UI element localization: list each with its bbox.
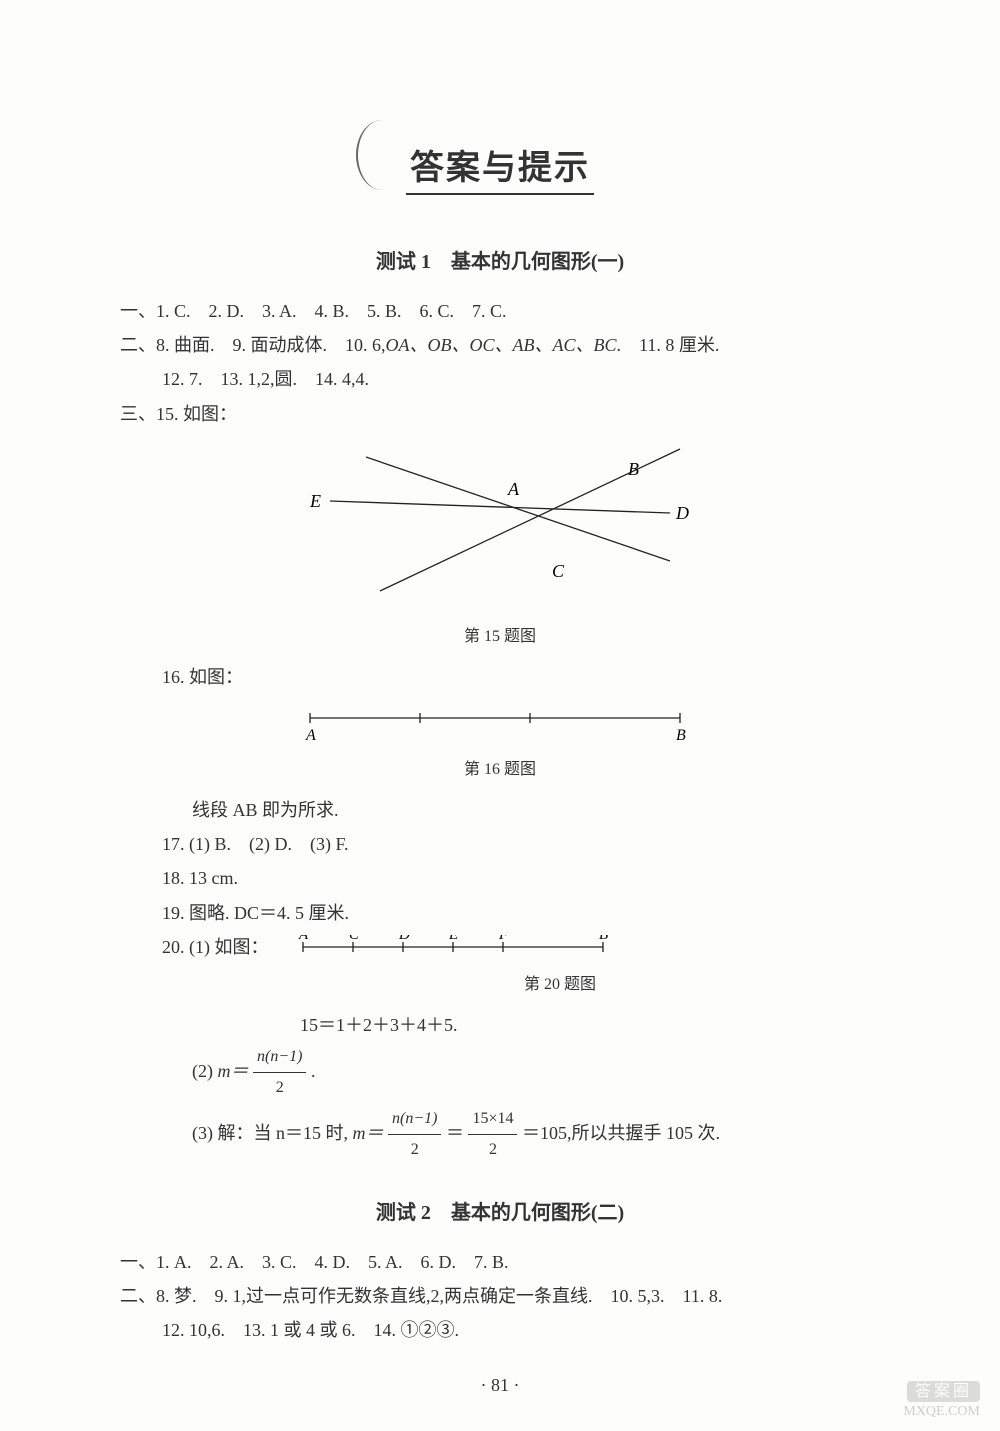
svg-text:E: E xyxy=(448,935,458,943)
t1-q19: 19. 图略. DC＝4. 5 厘米. xyxy=(120,896,880,930)
svg-text:B: B xyxy=(599,935,608,943)
q20-2-frac: n(n−1) 2 xyxy=(253,1042,306,1104)
svg-text:A: A xyxy=(305,727,316,744)
fig16: AB xyxy=(120,704,880,749)
q20-2-num: n(n−1) xyxy=(253,1042,306,1073)
t2-sec1: 一、1. A. 2. A. 3. C. 4. D. 5. A. 6. D. 7.… xyxy=(120,1245,880,1279)
fig20-svg: ACDEFB xyxy=(273,935,633,963)
t1-q20-1: 20. (1) 如图： A C D E F B xyxy=(120,930,880,964)
fig16-caption: 第 16 题图 xyxy=(120,755,880,779)
test1-heading: 测试 1 基本的几何图形(一) xyxy=(120,245,880,274)
watermark: 答案圈 MXQE.COM xyxy=(903,1382,980,1421)
t1-sec2-row2: 12. 7. 13. 1,2,圆. 14. 4,4. xyxy=(120,362,880,396)
t1-q20-1-pre: 20. (1) 如图： xyxy=(162,937,269,957)
t1-s2-r1c: . 11. 8 厘米. xyxy=(617,335,720,355)
t1-q20-3: (3) 解：当 n＝15 时, m＝ n(n−1) 2 ＝ 15×14 2 ＝1… xyxy=(120,1104,880,1166)
t1-q16-note-text: 线段 AB 即为所求. xyxy=(192,800,339,820)
test2-heading: 测试 2 基本的几何图形(二) xyxy=(120,1196,880,1225)
q20-3-den2: 2 xyxy=(468,1135,517,1165)
title-block: 答案与提示 xyxy=(120,140,880,195)
t1-q18: 18. 13 cm. xyxy=(120,861,880,895)
fig15-caption: 第 15 题图 xyxy=(120,622,880,646)
svg-text:A: A xyxy=(507,479,520,499)
t1-s2-r1b: OA、OB、OC、AB、AC、BC xyxy=(386,335,617,355)
svg-text:D: D xyxy=(675,503,689,523)
t1-q20-2: (2) m＝ n(n−1) 2 . xyxy=(120,1042,880,1104)
svg-text:D: D xyxy=(398,935,410,943)
q20-3-num2: 15×14 xyxy=(468,1104,517,1135)
t1-q20-1-eq: 15＝1＋2＋3＋4＋5. xyxy=(120,1008,880,1042)
arc-icon xyxy=(356,120,408,190)
page-title: 答案与提示 xyxy=(406,140,594,195)
t1-q17: 17. (1) B. (2) D. (3) F. xyxy=(120,827,880,861)
q20-2-den: 2 xyxy=(253,1073,306,1103)
q20-3-frac2: 15×14 2 xyxy=(468,1104,517,1166)
t1-q15: 三、15. 如图： xyxy=(120,397,880,431)
t1-s2-r1a: 二、8. 曲面. 9. 面动成体. 10. 6, xyxy=(120,335,386,355)
t1-sec1: 一、1. C. 2. D. 3. A. 4. B. 5. B. 6. C. 7.… xyxy=(120,294,880,328)
fig20-caption: 第 20 题图 xyxy=(240,970,880,994)
t1-q16-note: 线段 AB 即为所求. xyxy=(120,793,880,827)
page-number: · 81 · xyxy=(120,1375,880,1396)
q20-3-eq: ＝ xyxy=(446,1123,464,1143)
t2-sec2-row1: 二、8. 梦. 9. 1,过一点可作无数条直线,2,两点确定一条直线. 10. … xyxy=(120,1279,880,1313)
q20-3-post: ＝105,所以共握手 105 次. xyxy=(522,1123,720,1143)
t1-q16: 16. 如图： xyxy=(120,660,880,694)
q20-3-m: m＝ xyxy=(353,1123,384,1143)
t2-sec2-row2: 12. 10,6. 13. 1 或 4 或 6. 14. ①②③. xyxy=(120,1313,880,1347)
svg-text:B: B xyxy=(628,459,639,479)
watermark-top: 答案圈 xyxy=(907,1381,980,1402)
fig15-svg: E D A B C xyxy=(250,441,750,611)
q20-3-frac1: n(n−1) 2 xyxy=(388,1104,441,1166)
watermark-bottom: MXQE.COM xyxy=(903,1404,980,1419)
q20-3-pre: (3) 解：当 n＝15 时, xyxy=(192,1123,348,1143)
q20-3-den1: 2 xyxy=(388,1135,441,1165)
fig15: E D A B C xyxy=(120,441,880,616)
svg-text:B: B xyxy=(676,727,686,744)
svg-text:A: A xyxy=(298,935,309,943)
page: 答案与提示 测试 1 基本的几何图形(一) 一、1. C. 2. D. 3. A… xyxy=(0,0,1000,1431)
q20-2-var: m＝ xyxy=(218,1061,249,1081)
q20-2-pre: (2) xyxy=(192,1061,218,1081)
q20-2-post: . xyxy=(311,1061,316,1081)
t1-sec2-row1: 二、8. 曲面. 9. 面动成体. 10. 6,OA、OB、OC、AB、AC、B… xyxy=(120,328,880,362)
svg-text:C: C xyxy=(349,935,360,943)
svg-text:C: C xyxy=(552,561,565,581)
title-decor: 答案与提示 xyxy=(406,140,594,195)
svg-text:E: E xyxy=(309,491,321,511)
q20-3-num1: n(n−1) xyxy=(388,1104,441,1135)
svg-text:F: F xyxy=(498,935,509,943)
fig16-svg: AB xyxy=(250,704,750,744)
t1-q17-text: 17. (1) B. (2) D. (3) F. xyxy=(162,834,349,854)
